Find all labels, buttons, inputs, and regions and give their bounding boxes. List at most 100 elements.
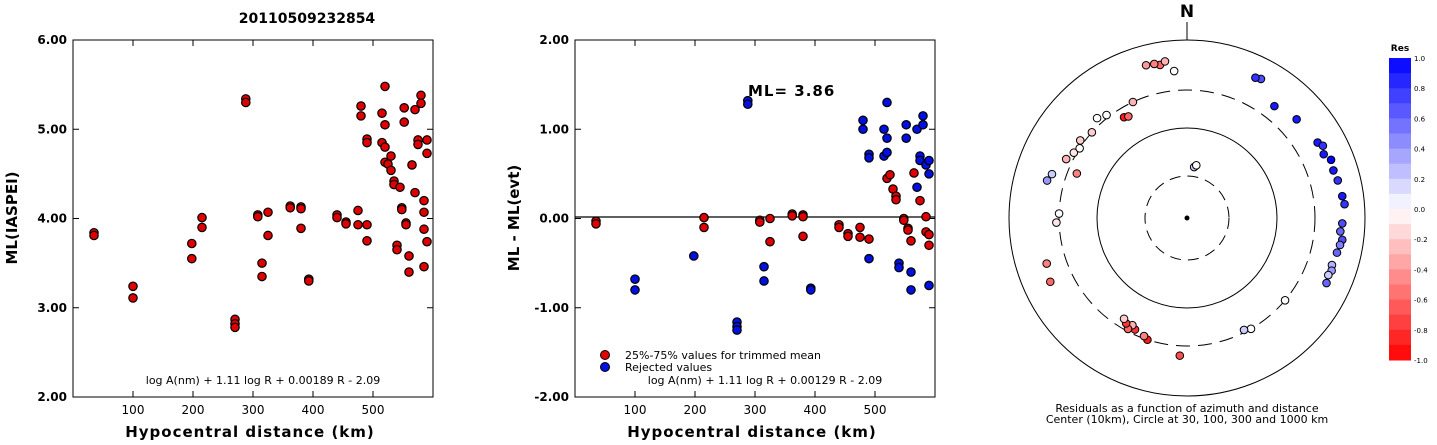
- data-point: [924, 155, 934, 166]
- station-point: [1337, 191, 1347, 201]
- data-point: [787, 211, 797, 221]
- data-point: [422, 148, 432, 159]
- colorbar-segment: [1389, 269, 1411, 285]
- data-point: [901, 119, 911, 130]
- panel2-ylabel: ML - ML(evt): [505, 165, 523, 271]
- data-point: [630, 285, 640, 295]
- colorbar-segment: [1389, 344, 1411, 361]
- data-point: [798, 211, 808, 222]
- data-point: [419, 207, 429, 218]
- data-point: [864, 234, 874, 244]
- colorbar-segment: [1389, 73, 1411, 89]
- station-point: [1340, 199, 1349, 209]
- data-point: [410, 104, 420, 115]
- data-point: [386, 151, 396, 161]
- station-point: [1246, 324, 1256, 334]
- data-point: [419, 261, 429, 272]
- data-point: [924, 280, 934, 291]
- station-point: [1336, 227, 1345, 236]
- data-point: [89, 230, 99, 241]
- data-point: [416, 98, 426, 109]
- data-point: [906, 267, 916, 277]
- station-point: [1169, 66, 1179, 76]
- data-point: [918, 111, 928, 121]
- station-point: [1239, 325, 1249, 335]
- station-point: [1092, 113, 1102, 123]
- data-point: [257, 258, 267, 268]
- station-point: [1319, 149, 1329, 159]
- data-point: [882, 147, 892, 158]
- data-point: [924, 240, 934, 251]
- station-point: [1087, 128, 1097, 137]
- y-tick-label: 2.00: [539, 33, 569, 47]
- data-point: [906, 285, 916, 295]
- data-point: [924, 169, 934, 179]
- data-point: [882, 133, 892, 143]
- panel1-ylabel: ML(IASPEI): [3, 171, 21, 264]
- station-point: [1332, 248, 1342, 257]
- station-point: [1160, 57, 1170, 66]
- colorbar-segment: [1389, 314, 1411, 331]
- data-point: [798, 231, 808, 242]
- panel2-x-ticks: 100 200 300 400 500: [624, 40, 886, 417]
- data-point: [332, 212, 342, 223]
- panel2-annotation: ML= 3.86: [748, 82, 835, 100]
- station-point: [1322, 278, 1331, 288]
- data-point: [732, 325, 742, 335]
- data-point: [921, 211, 931, 222]
- data-point: [353, 219, 363, 230]
- data-point: [699, 222, 709, 233]
- polar-points: [1042, 57, 1349, 360]
- data-point: [404, 251, 414, 261]
- data-point: [422, 236, 432, 247]
- data-point: [230, 322, 240, 333]
- colorbar-segment: [1389, 133, 1411, 150]
- data-point: [380, 142, 390, 152]
- y-tick-label: -1.00: [534, 301, 569, 315]
- colorbar-segment: [1389, 284, 1411, 301]
- polar-caption-line2: Center (10km), Circle at 30, 100, 300 an…: [1046, 413, 1328, 426]
- data-point: [765, 236, 775, 247]
- colorbar-segment: [1389, 299, 1411, 316]
- x-tick-label: 200: [684, 403, 707, 417]
- data-point: [399, 117, 409, 127]
- x-tick-label: 500: [362, 403, 385, 417]
- legend-label-rejected: Rejected values: [625, 361, 712, 374]
- data-point: [759, 261, 769, 272]
- station-point: [1139, 331, 1149, 341]
- x-tick-label: 300: [744, 403, 767, 417]
- panel1-y-ticks: 2.00 3.00 4.00 5.00 6.00: [37, 33, 433, 404]
- data-point: [864, 253, 874, 264]
- colorbar-segment: [1389, 193, 1411, 210]
- data-point: [912, 182, 922, 193]
- station-point: [1326, 155, 1336, 165]
- data-point: [263, 230, 273, 241]
- data-point: [918, 119, 928, 130]
- y-tick-label: -2.00: [534, 390, 569, 404]
- station-point: [1324, 270, 1333, 280]
- colorbar: 1.0 0.8 0.6 0.4 0.2 0.0 -0.2 -0.4 -0.6 -0.8 -1.0: [1389, 55, 1428, 365]
- colorbar-tick-label: 0.2: [1414, 176, 1425, 184]
- data-point: [257, 271, 267, 282]
- station-point: [1333, 176, 1343, 185]
- data-point: [187, 253, 197, 264]
- panel1-xlabel: Hypocentral distance (km): [125, 423, 375, 441]
- station-point: [1141, 60, 1151, 70]
- y-tick-label: 1.00: [539, 122, 569, 136]
- data-point: [386, 165, 396, 176]
- data-point: [422, 135, 432, 145]
- data-point: [699, 212, 709, 223]
- data-point: [410, 187, 420, 198]
- station-point: [1175, 351, 1185, 360]
- data-point: [353, 205, 363, 216]
- data-point: [362, 236, 372, 246]
- data-point: [128, 281, 138, 292]
- station-point: [1075, 143, 1084, 153]
- data-point: [197, 222, 207, 233]
- data-point: [855, 222, 865, 233]
- polar-caption-line1: Residuals as a function of azimuth and d…: [1055, 402, 1318, 415]
- data-point: [396, 204, 407, 215]
- station-point: [1128, 97, 1138, 107]
